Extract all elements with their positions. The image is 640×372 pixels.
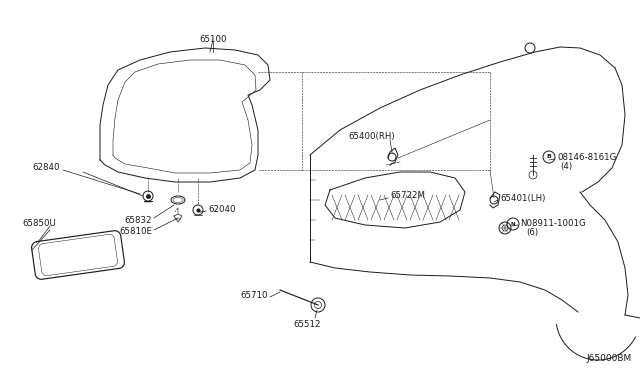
Text: 65100: 65100 (199, 35, 227, 44)
Text: 65401(LH): 65401(LH) (500, 193, 545, 202)
Text: 65810E: 65810E (119, 227, 152, 236)
Text: 65832: 65832 (125, 216, 152, 225)
Text: 65722M: 65722M (390, 192, 425, 201)
Text: 65850U: 65850U (22, 219, 56, 228)
Text: 08146-8161G: 08146-8161G (557, 153, 616, 161)
Text: 62840: 62840 (33, 164, 60, 173)
Text: B: B (547, 154, 552, 160)
Text: 65710: 65710 (241, 292, 268, 301)
Text: 65512: 65512 (293, 320, 321, 329)
Text: N: N (511, 221, 515, 227)
Text: N08911-1001G: N08911-1001G (520, 218, 586, 228)
Text: J65000BM: J65000BM (587, 354, 632, 363)
Text: 65400(RH): 65400(RH) (348, 131, 395, 141)
Text: 62040: 62040 (208, 205, 236, 215)
Text: (4): (4) (560, 161, 572, 170)
Text: (6): (6) (526, 228, 538, 237)
